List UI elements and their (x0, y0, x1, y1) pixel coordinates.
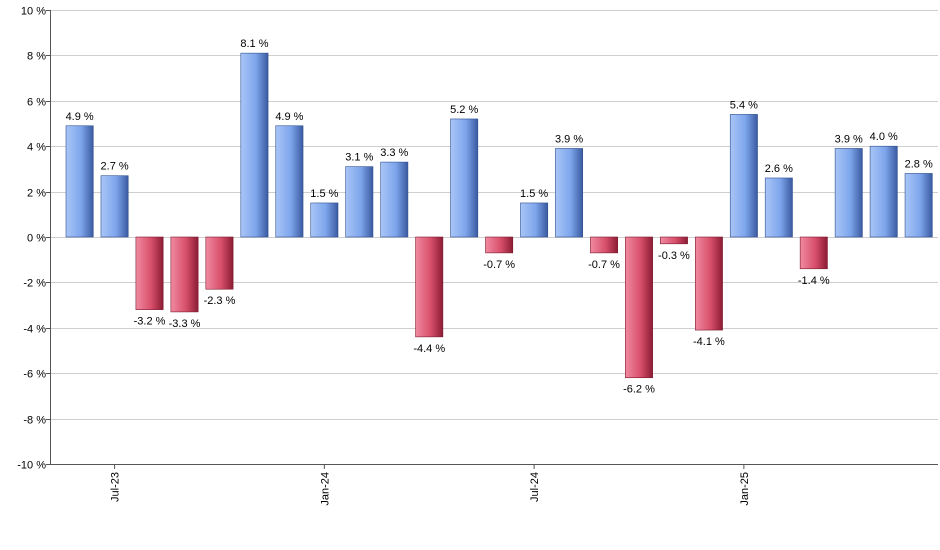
bar (764, 177, 793, 238)
bar (205, 236, 234, 290)
bar (485, 236, 514, 254)
data-label: -2.3 % (204, 295, 236, 307)
bar (275, 125, 304, 238)
bar (799, 236, 828, 270)
data-label: -1.4 % (798, 275, 830, 287)
y-tick-label: -2 % (23, 278, 46, 290)
data-label: -4.1 % (693, 336, 725, 348)
data-label: -0.3 % (658, 250, 690, 262)
data-label: 3.3 % (380, 147, 408, 159)
data-label: 8.1 % (240, 38, 268, 50)
bar (729, 114, 758, 238)
y-tick-label: 6 % (27, 97, 46, 109)
data-label: 1.5 % (520, 188, 548, 200)
x-tick-label: Jan-25 (739, 472, 751, 506)
y-tick-label: 8 % (27, 51, 46, 63)
data-label: 2.8 % (905, 158, 933, 170)
bar (65, 125, 94, 238)
data-label: 3.9 % (555, 133, 583, 145)
y-tick-label: 2 % (27, 188, 46, 200)
y-tick-label: -10 % (17, 460, 46, 472)
y-tick-label: -6 % (23, 369, 46, 381)
axes (50, 10, 938, 465)
data-label: 5.4 % (730, 99, 758, 111)
bar (450, 118, 479, 238)
bar (590, 236, 618, 254)
y-tick-label: 4 % (27, 142, 46, 154)
data-label: 2.7 % (101, 161, 129, 173)
bar (100, 175, 129, 238)
data-label: 5.2 % (450, 104, 478, 116)
data-label: 4.0 % (870, 131, 898, 143)
y-tick-label: 10 % (21, 6, 46, 18)
data-label: -3.2 % (134, 316, 166, 328)
data-label: 2.6 % (765, 163, 793, 175)
data-label: -3.3 % (169, 318, 201, 330)
y-tick-label: 0 % (27, 233, 46, 245)
x-tick-label: Jul-24 (529, 472, 541, 502)
bar (625, 236, 653, 379)
x-axis-ticks: Jul-23 Jan-24 Jul-24 Jan-25 (110, 464, 751, 506)
bar (240, 52, 269, 238)
data-label: -6.2 % (623, 384, 655, 396)
y-axis-ticks: 10 % 8 % 6 % 4 % 2 % 0 % -2 % -4 % -6 % -8 % -10 % (17, 6, 50, 472)
bar (135, 236, 164, 310)
bar (555, 148, 584, 238)
bars (65, 52, 933, 379)
bar (380, 161, 409, 238)
bar (345, 166, 374, 238)
data-label: 3.9 % (835, 133, 863, 145)
data-label: -0.7 % (483, 259, 515, 271)
bar (694, 236, 723, 331)
data-label: 4.9 % (66, 111, 94, 123)
bar (904, 173, 933, 238)
data-label: -4.4 % (413, 343, 445, 355)
bar (660, 236, 688, 245)
y-tick-label: -8 % (23, 415, 46, 427)
data-label: 4.9 % (275, 111, 303, 123)
bar (520, 202, 549, 238)
y-tick-label: -4 % (23, 324, 46, 336)
bar (170, 236, 199, 313)
x-tick-label: Jul-23 (110, 472, 122, 502)
data-label: 1.5 % (310, 188, 338, 200)
bar (415, 236, 444, 338)
data-labels: 4.9 % 2.7 % -3.2 % -3.3 %-2.3 % 8.1 % 4.9 % 1.… (66, 38, 933, 396)
data-label: 3.1 % (345, 152, 373, 164)
bar (310, 202, 339, 238)
bar (834, 148, 863, 238)
bar (869, 145, 898, 238)
data-label: -0.7 % (588, 259, 620, 271)
x-tick-label: Jan-24 (319, 472, 331, 506)
